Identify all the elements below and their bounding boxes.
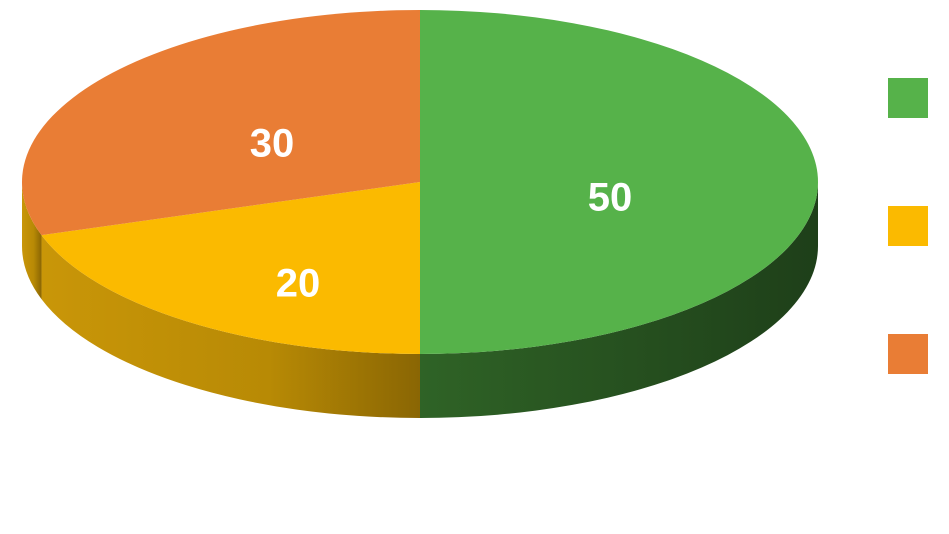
legend-swatch-1 — [888, 78, 928, 118]
slice-label-2: 20 — [276, 262, 321, 306]
pie-side-2 — [41, 235, 421, 418]
pie-label-layer: 50 20 30 — [250, 122, 633, 306]
pie-slice-2 — [41, 182, 421, 354]
slice-label-3: 30 — [250, 122, 295, 166]
legend-swatch-2 — [888, 206, 928, 246]
pie-side-layer — [22, 182, 818, 418]
pie-top-layer — [21, 10, 818, 354]
pie-side-1 — [420, 182, 818, 418]
pie-slice-1 — [420, 10, 818, 354]
legend-swatch-3 — [888, 334, 928, 374]
pie-slice-3 — [21, 10, 421, 236]
slice-label-1: 50 — [588, 176, 633, 220]
pie-side-3 — [22, 182, 42, 300]
legend — [888, 78, 928, 374]
